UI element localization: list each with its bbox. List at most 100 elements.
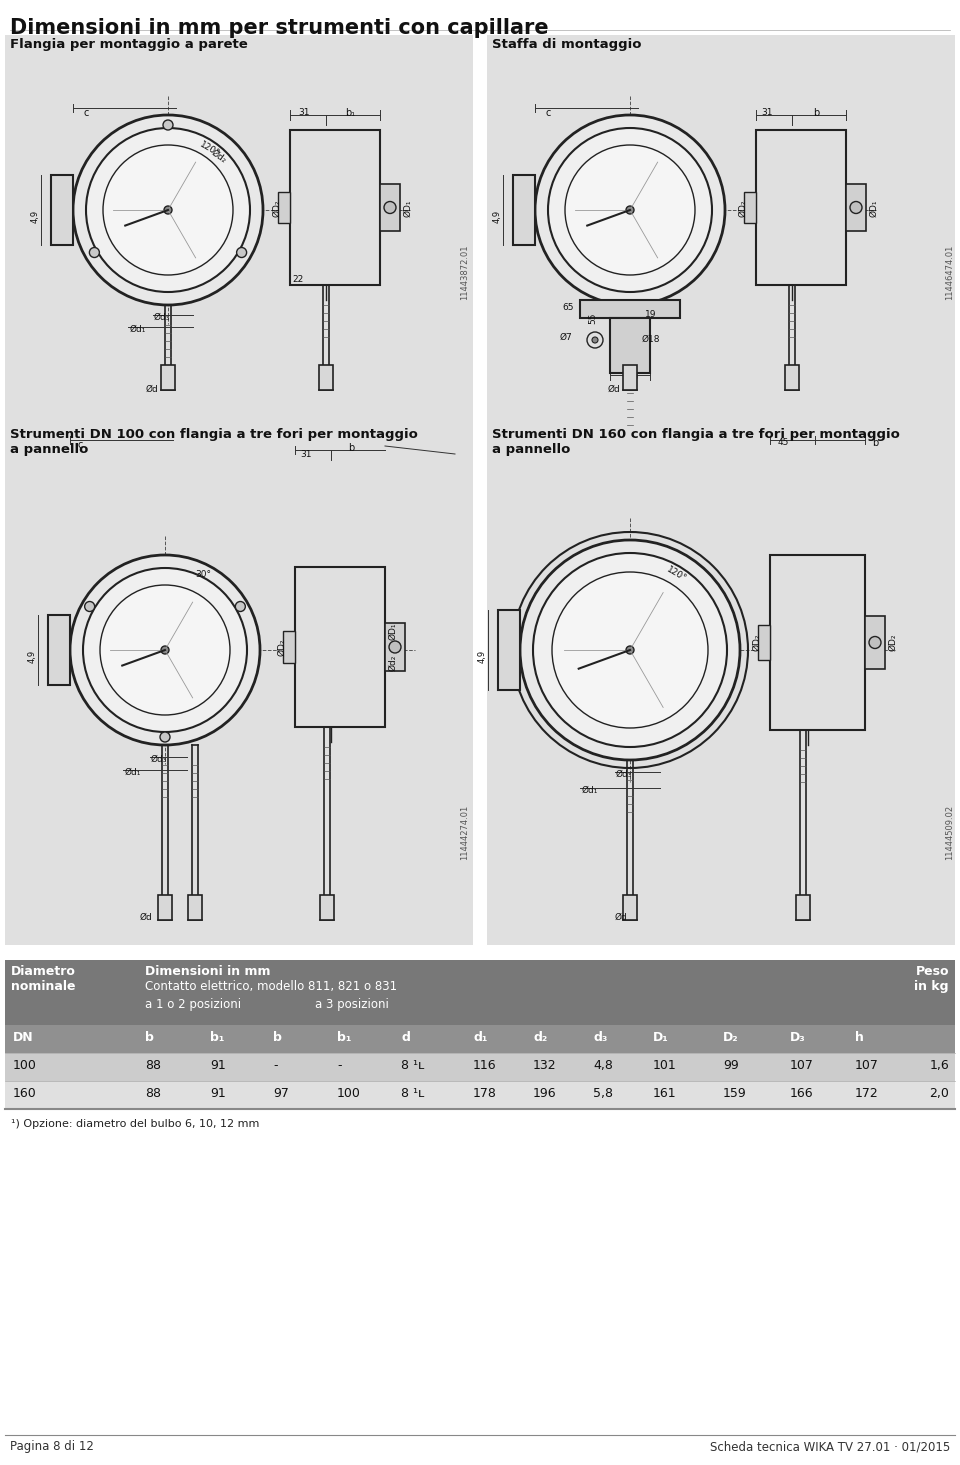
Text: 101: 101 (653, 1059, 677, 1072)
Text: -: - (337, 1059, 342, 1072)
Circle shape (161, 646, 169, 653)
Text: d: d (401, 1031, 410, 1045)
Bar (796, 895, 810, 920)
Text: 4,9: 4,9 (31, 209, 39, 223)
Bar (487, 425, 955, 945)
Text: ØD₁: ØD₁ (403, 199, 412, 217)
Text: ØD₂: ØD₂ (272, 199, 281, 217)
Circle shape (552, 571, 708, 728)
Circle shape (164, 207, 172, 214)
Text: in kg: in kg (915, 980, 949, 993)
Text: 11443872.01: 11443872.01 (460, 245, 469, 300)
Text: b₁: b₁ (345, 108, 355, 119)
Text: 31: 31 (761, 108, 773, 117)
Text: Ød₃: Ød₃ (616, 771, 633, 779)
Bar (5, 1053, 955, 1081)
Text: Ø18: Ø18 (642, 335, 660, 344)
Text: Diametro: Diametro (11, 965, 76, 979)
Bar (770, 555, 865, 730)
Bar (487, 35, 955, 425)
Text: 19: 19 (645, 311, 657, 319)
Text: Ød: Ød (615, 913, 628, 921)
Bar (73, 114, 263, 305)
Text: 2,0: 2,0 (929, 1087, 949, 1100)
Circle shape (160, 732, 170, 741)
Bar (380, 185, 400, 231)
Bar (48, 615, 70, 686)
Text: 91: 91 (210, 1059, 226, 1072)
Text: 159: 159 (723, 1087, 747, 1100)
Text: c: c (83, 108, 88, 119)
Text: 99: 99 (723, 1059, 739, 1072)
Text: h: h (855, 1031, 864, 1045)
Text: 97: 97 (273, 1087, 289, 1100)
Text: 1,6: 1,6 (929, 1059, 949, 1072)
Text: ØD₂: ØD₂ (277, 639, 286, 656)
Text: ØD₁: ØD₁ (388, 623, 397, 640)
Bar (319, 365, 333, 390)
Circle shape (520, 541, 740, 760)
Text: 65: 65 (562, 303, 573, 312)
Text: 91: 91 (210, 1087, 226, 1100)
Text: -: - (273, 1059, 277, 1072)
Text: Ød: Ød (146, 385, 158, 394)
Text: 88: 88 (145, 1087, 161, 1100)
Circle shape (89, 248, 100, 258)
Text: 100: 100 (13, 1059, 36, 1072)
Bar (295, 567, 385, 727)
Text: 55: 55 (588, 314, 597, 325)
Circle shape (869, 636, 881, 649)
Circle shape (103, 145, 233, 275)
Text: Pagina 8 di 12: Pagina 8 di 12 (10, 1440, 94, 1453)
Bar (610, 318, 650, 374)
Bar (580, 300, 680, 318)
Text: Ød: Ød (140, 913, 153, 921)
Text: nominale: nominale (11, 980, 76, 993)
Text: Ød: Ød (608, 385, 621, 394)
Text: 161: 161 (653, 1087, 677, 1100)
Text: 8 ¹ʟ: 8 ¹ʟ (401, 1059, 424, 1072)
Text: ØD₂: ØD₂ (738, 199, 747, 217)
Text: Dimensioni in mm: Dimensioni in mm (145, 965, 271, 979)
Bar (320, 895, 333, 920)
Circle shape (70, 555, 260, 746)
Text: 31: 31 (300, 450, 311, 459)
Circle shape (163, 120, 173, 130)
Text: DN: DN (13, 1031, 34, 1045)
Text: Peso: Peso (916, 965, 949, 979)
Text: b₁: b₁ (210, 1031, 225, 1045)
Text: Flangia per montaggio a parete: Flangia per montaggio a parete (10, 38, 248, 51)
Text: 100: 100 (622, 374, 639, 382)
Bar (744, 192, 756, 223)
Text: 31: 31 (298, 108, 309, 117)
Bar (785, 365, 799, 390)
Text: 172: 172 (855, 1087, 878, 1100)
Circle shape (73, 114, 263, 305)
Circle shape (84, 602, 95, 611)
Circle shape (535, 114, 725, 305)
Text: Ød₂: Ød₂ (210, 148, 228, 164)
Bar (278, 192, 290, 223)
Text: 132: 132 (533, 1059, 557, 1072)
Text: 116: 116 (473, 1059, 496, 1072)
Circle shape (100, 585, 230, 715)
Text: Staffa di montaggio: Staffa di montaggio (492, 38, 641, 51)
Bar (5, 1081, 955, 1109)
Text: 120°: 120° (665, 565, 688, 583)
Text: Ød₁: Ød₁ (130, 325, 146, 334)
Text: 4,9: 4,9 (28, 650, 36, 664)
Circle shape (235, 602, 246, 611)
Text: Ød₁: Ød₁ (125, 768, 141, 776)
Text: 4,8: 4,8 (593, 1059, 612, 1072)
Text: d₃: d₃ (593, 1031, 608, 1045)
Text: ¹) Opzione: diametro del bulbo 6, 10, 12 mm: ¹) Opzione: diametro del bulbo 6, 10, 12… (11, 1119, 259, 1130)
Text: ØD₂: ØD₂ (888, 634, 897, 652)
Circle shape (565, 145, 695, 275)
Text: 30°: 30° (195, 570, 211, 579)
Text: 5,8: 5,8 (593, 1087, 613, 1100)
Circle shape (850, 202, 862, 214)
Bar (5, 960, 955, 1026)
Text: Contatto elettrico, modello 811, 821 o 831: Contatto elettrico, modello 811, 821 o 8… (145, 980, 397, 993)
Text: d₁: d₁ (473, 1031, 488, 1045)
Circle shape (86, 127, 250, 292)
